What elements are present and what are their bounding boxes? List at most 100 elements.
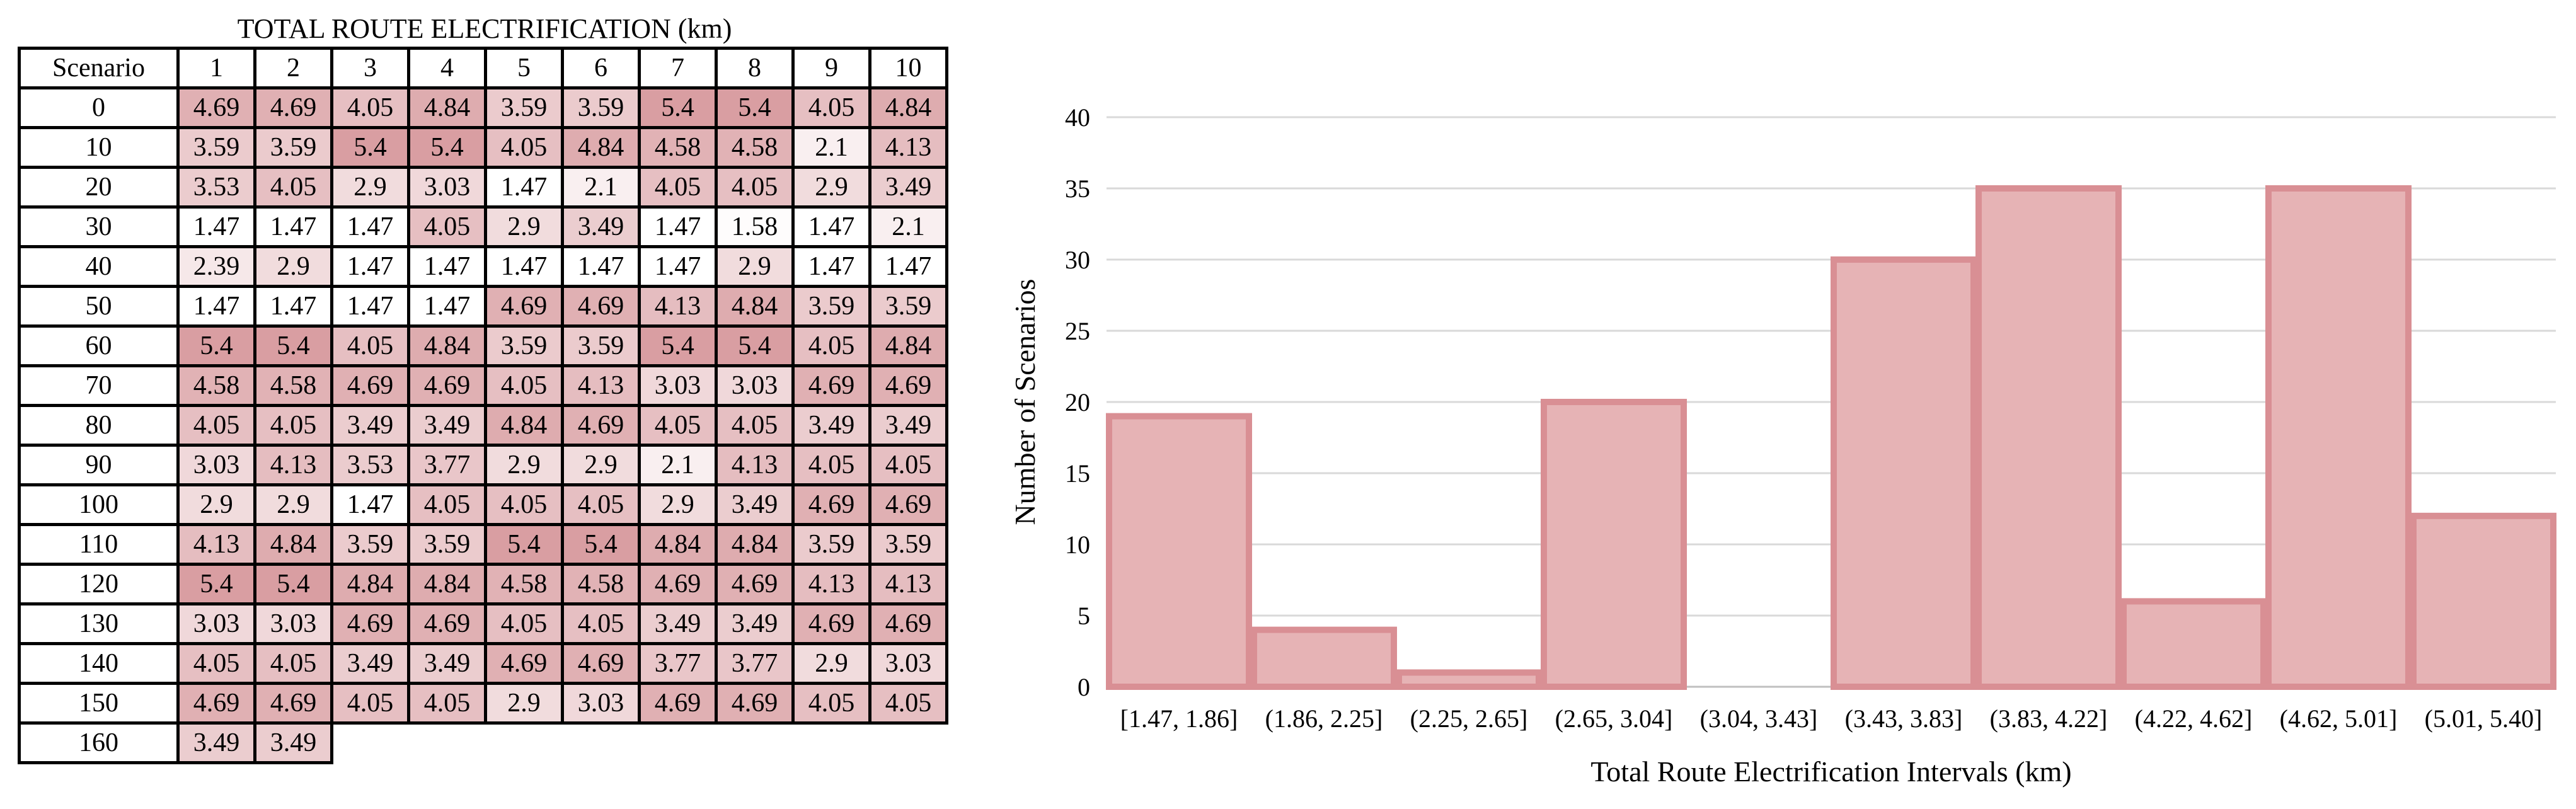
- value-cell: 1.47: [330, 285, 410, 328]
- value-cell: 3.59: [868, 285, 948, 328]
- electrification-table-panel: TOTAL ROUTE ELECTRIFICATION (km) Scenari…: [18, 11, 952, 764]
- value-cell: 4.05: [791, 86, 871, 129]
- value-cell: 4.13: [791, 563, 871, 605]
- value-cell: 4.05: [484, 483, 564, 526]
- value-cell: 1.47: [253, 205, 333, 248]
- value-cell: 1.47: [176, 285, 256, 328]
- value-cell: 3.59: [176, 126, 256, 169]
- empty-cell: [409, 723, 486, 763]
- value-cell: 4.05: [638, 166, 718, 209]
- table-title: TOTAL ROUTE ELECTRIFICATION (km): [237, 13, 732, 44]
- scenario-cell: 30: [18, 205, 180, 248]
- value-cell: 4.05: [253, 166, 333, 209]
- table-row: 20 3.53 4.05 2.9 3.03 1.47 2.1 4.05 4.05 2.9 3.49: [18, 166, 948, 209]
- value-cell: 4.84: [330, 563, 410, 605]
- x-tick-label: (1.86, 2.25]: [1265, 704, 1383, 733]
- value-cell: 4.84: [253, 523, 333, 566]
- scenario-cell: 80: [18, 404, 180, 447]
- value-cell: 4.05: [330, 682, 410, 725]
- value-cell: 4.69: [638, 682, 718, 725]
- x-tick-label: (2.25, 2.65]: [1410, 704, 1528, 733]
- scenario-cell: 60: [18, 324, 180, 367]
- value-cell: 5.4: [715, 86, 795, 129]
- value-cell: 3.59: [868, 523, 948, 566]
- value-cell: 4.84: [484, 404, 564, 447]
- value-cell: 4.58: [561, 563, 641, 605]
- value-cell: 1.47: [407, 285, 487, 328]
- value-cell: 3.59: [561, 324, 641, 367]
- value-cell: 3.49: [791, 404, 871, 447]
- value-cell: 2.9: [176, 483, 256, 526]
- table-row: 110 4.13 4.84 3.59 3.59 5.4 5.4 4.84 4.84 3.59 3.5…: [18, 523, 948, 566]
- y-axis-title: Number of Scenarios: [1009, 279, 1041, 525]
- value-cell: 2.9: [484, 205, 564, 248]
- value-cell: 3.03: [176, 444, 256, 486]
- header-column: 10: [868, 47, 948, 89]
- header-column: 6: [561, 47, 641, 89]
- x-axis-title: Total Route Electrification Intervals (k…: [1590, 755, 2071, 788]
- value-cell: 1.47: [253, 285, 333, 328]
- histogram-bar: [1831, 256, 1977, 690]
- value-cell: 1.47: [484, 245, 564, 288]
- value-cell: 2.1: [791, 126, 871, 169]
- scenario-cell: 140: [18, 642, 180, 685]
- value-cell: 3.53: [176, 166, 256, 209]
- value-cell: 4.69: [330, 602, 410, 645]
- scenario-cell: 90: [18, 444, 180, 486]
- value-cell: 3.77: [638, 642, 718, 685]
- value-cell: 2.9: [561, 444, 641, 486]
- scenario-cell: 130: [18, 602, 180, 645]
- value-cell: 4.84: [715, 523, 795, 566]
- value-cell: 3.03: [638, 364, 718, 407]
- value-cell: 4.05: [791, 324, 871, 367]
- value-cell: 2.39: [176, 245, 256, 288]
- table-row: 140 4.05 4.05 3.49 3.49 4.69 4.69 3.77 3.77 2.9 3.…: [18, 642, 948, 685]
- y-tick-label: 25: [1065, 317, 1090, 345]
- scenario-cell: 40: [18, 245, 180, 288]
- empty-cell: [563, 723, 640, 763]
- y-tick-label: 0: [1078, 673, 1090, 701]
- x-tick-label: (4.62, 5.01]: [2280, 704, 2398, 733]
- value-cell: 4.58: [638, 126, 718, 169]
- value-cell: 3.03: [715, 364, 795, 407]
- value-cell: 4.05: [176, 404, 256, 447]
- value-cell: 3.59: [561, 86, 641, 129]
- histogram-bar: [2265, 185, 2412, 690]
- header-column: 2: [253, 47, 333, 89]
- value-cell: 3.49: [253, 721, 333, 764]
- value-cell: 4.69: [715, 563, 795, 605]
- value-cell: 4.58: [253, 364, 333, 407]
- value-cell: 4.69: [638, 563, 718, 605]
- value-cell: 1.58: [715, 205, 795, 248]
- y-tick-label: 35: [1065, 175, 1090, 203]
- value-cell: 4.69: [330, 364, 410, 407]
- header-column: 7: [638, 47, 718, 89]
- histogram-bar: [1975, 185, 2122, 690]
- value-cell: 3.49: [407, 642, 487, 685]
- value-cell: 2.1: [561, 166, 641, 209]
- value-cell: 3.49: [868, 404, 948, 447]
- value-cell: 3.03: [868, 642, 948, 685]
- value-cell: 4.13: [638, 285, 718, 328]
- x-tick-label: (3.43, 3.83]: [1845, 704, 1963, 733]
- value-cell: 4.69: [176, 86, 256, 129]
- value-cell: 3.49: [715, 602, 795, 645]
- histogram-bar: [2410, 512, 2556, 690]
- table-row: 70 4.58 4.58 4.69 4.69 4.05 4.13 3.03 3.03 4.69 4.…: [18, 364, 948, 407]
- value-cell: 4.05: [407, 483, 487, 526]
- x-tick-label: (3.83, 4.22]: [1990, 704, 2108, 733]
- value-cell: 4.69: [253, 682, 333, 725]
- value-cell: 1.47: [561, 245, 641, 288]
- scenario-cell: 0: [18, 86, 180, 129]
- value-cell: 5.4: [176, 324, 256, 367]
- value-cell: 3.59: [791, 523, 871, 566]
- scenario-cell: 110: [18, 523, 180, 566]
- value-cell: 2.9: [484, 682, 564, 725]
- scenario-cell: 150: [18, 682, 180, 725]
- header-column: 9: [791, 47, 871, 89]
- scenario-cell: 120: [18, 563, 180, 605]
- value-cell: 3.59: [484, 324, 564, 367]
- x-tick-label: (2.65, 3.04]: [1555, 704, 1673, 733]
- value-cell: 4.84: [638, 523, 718, 566]
- value-cell: 4.69: [561, 642, 641, 685]
